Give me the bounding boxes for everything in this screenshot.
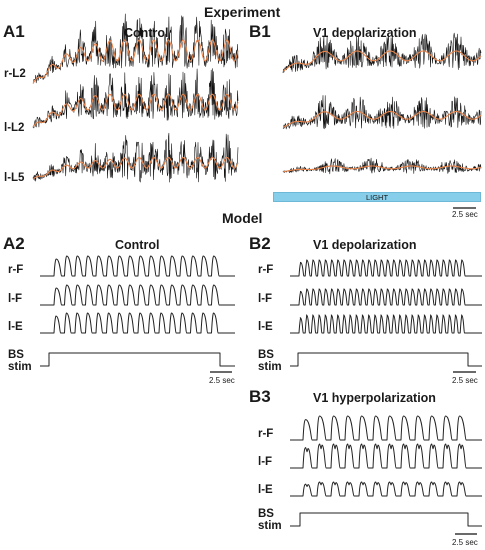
panel-b2-letter: B2 — [249, 234, 271, 253]
a1-trace-label-l-l2: l-L2 — [4, 122, 25, 134]
experiment-heading: Experiment — [204, 4, 281, 20]
b3-bs-stim — [290, 512, 482, 527]
b3-trace-label-l-e: l-E — [258, 484, 273, 496]
b2-scale-label: 2.5 sec — [452, 376, 478, 385]
a1-r-l2-filtered — [32, 39, 239, 84]
a1-l-l2-raw — [32, 68, 239, 129]
model-heading: Model — [222, 210, 263, 226]
a2-trace-label-r-f: r-F — [8, 264, 24, 276]
light-stimulus-bar: LIGHT — [273, 192, 481, 202]
b3-l-e — [290, 481, 482, 497]
b2-stim-label: BS stim — [258, 349, 282, 373]
b1-l-l5-filtered — [282, 165, 482, 173]
b3-stim-label: BS stim — [258, 508, 282, 532]
panel-a1-letter: A1 — [3, 22, 25, 41]
b2-l-e — [290, 314, 482, 334]
b3-trace-label-l-f: l-F — [258, 456, 273, 468]
a2-l-f — [40, 284, 235, 306]
b1-scale-bar — [453, 207, 476, 209]
a2-scale-label: 2.5 sec — [209, 376, 235, 385]
b2-trace-label-l-e: l-E — [258, 321, 273, 333]
a1-l-l5-filtered — [32, 156, 239, 180]
b1-l-l5-raw — [282, 157, 482, 175]
b2-l-f — [290, 288, 482, 306]
b2-trace-label-r-f: r-F — [258, 264, 274, 276]
panel-a2-letter: A2 — [3, 234, 25, 253]
panel-b1-letter: B1 — [249, 22, 271, 41]
panel-a1-condition: Control — [124, 26, 169, 40]
b1-l-l2-raw — [282, 95, 482, 130]
b3-trace-label-r-f: r-F — [258, 428, 274, 440]
a1-l-l2-filtered — [32, 93, 239, 128]
a2-l-e — [40, 312, 235, 334]
b2-trace-label-l-f: l-F — [258, 293, 273, 305]
a2-trace-label-l-f: l-F — [8, 293, 23, 305]
b3-l-f — [290, 443, 482, 469]
a2-trace-label-l-e: l-E — [8, 321, 23, 333]
panel-b2-condition: V1 depolarization — [313, 238, 417, 252]
b1-r-l2-filtered — [282, 50, 482, 72]
b1-recording-traces — [282, 32, 482, 175]
a1-l-l5-raw — [32, 132, 239, 183]
a1-recording-traces — [32, 13, 239, 183]
b2-bs-stim — [290, 352, 482, 367]
a2-bs-stim — [40, 352, 235, 367]
b1-l-l2-filtered — [282, 110, 482, 128]
b3-r-f — [290, 415, 482, 441]
panel-b1-condition: V1 depolarization — [313, 26, 417, 40]
b2-r-f — [290, 259, 482, 277]
a1-trace-label-l-l5: l-L5 — [4, 172, 25, 184]
a2-model-traces — [40, 255, 235, 373]
panel-a2-condition: Control — [115, 238, 160, 252]
a2-stim-label: BS stim — [8, 349, 32, 373]
a1-trace-label-r-l2: r-L2 — [4, 68, 26, 80]
a1-r-l2-raw — [32, 13, 239, 84]
panel-b3-condition: V1 hyperpolarization — [313, 391, 436, 405]
b1-scale-label: 2.5 sec — [452, 210, 478, 219]
panel-b3-letter: B3 — [249, 387, 271, 406]
b3-scale-label: 2.5 sec — [452, 538, 478, 547]
a2-r-f — [40, 255, 235, 277]
b2-model-traces — [290, 259, 482, 373]
b1-r-l2-raw — [282, 32, 482, 74]
